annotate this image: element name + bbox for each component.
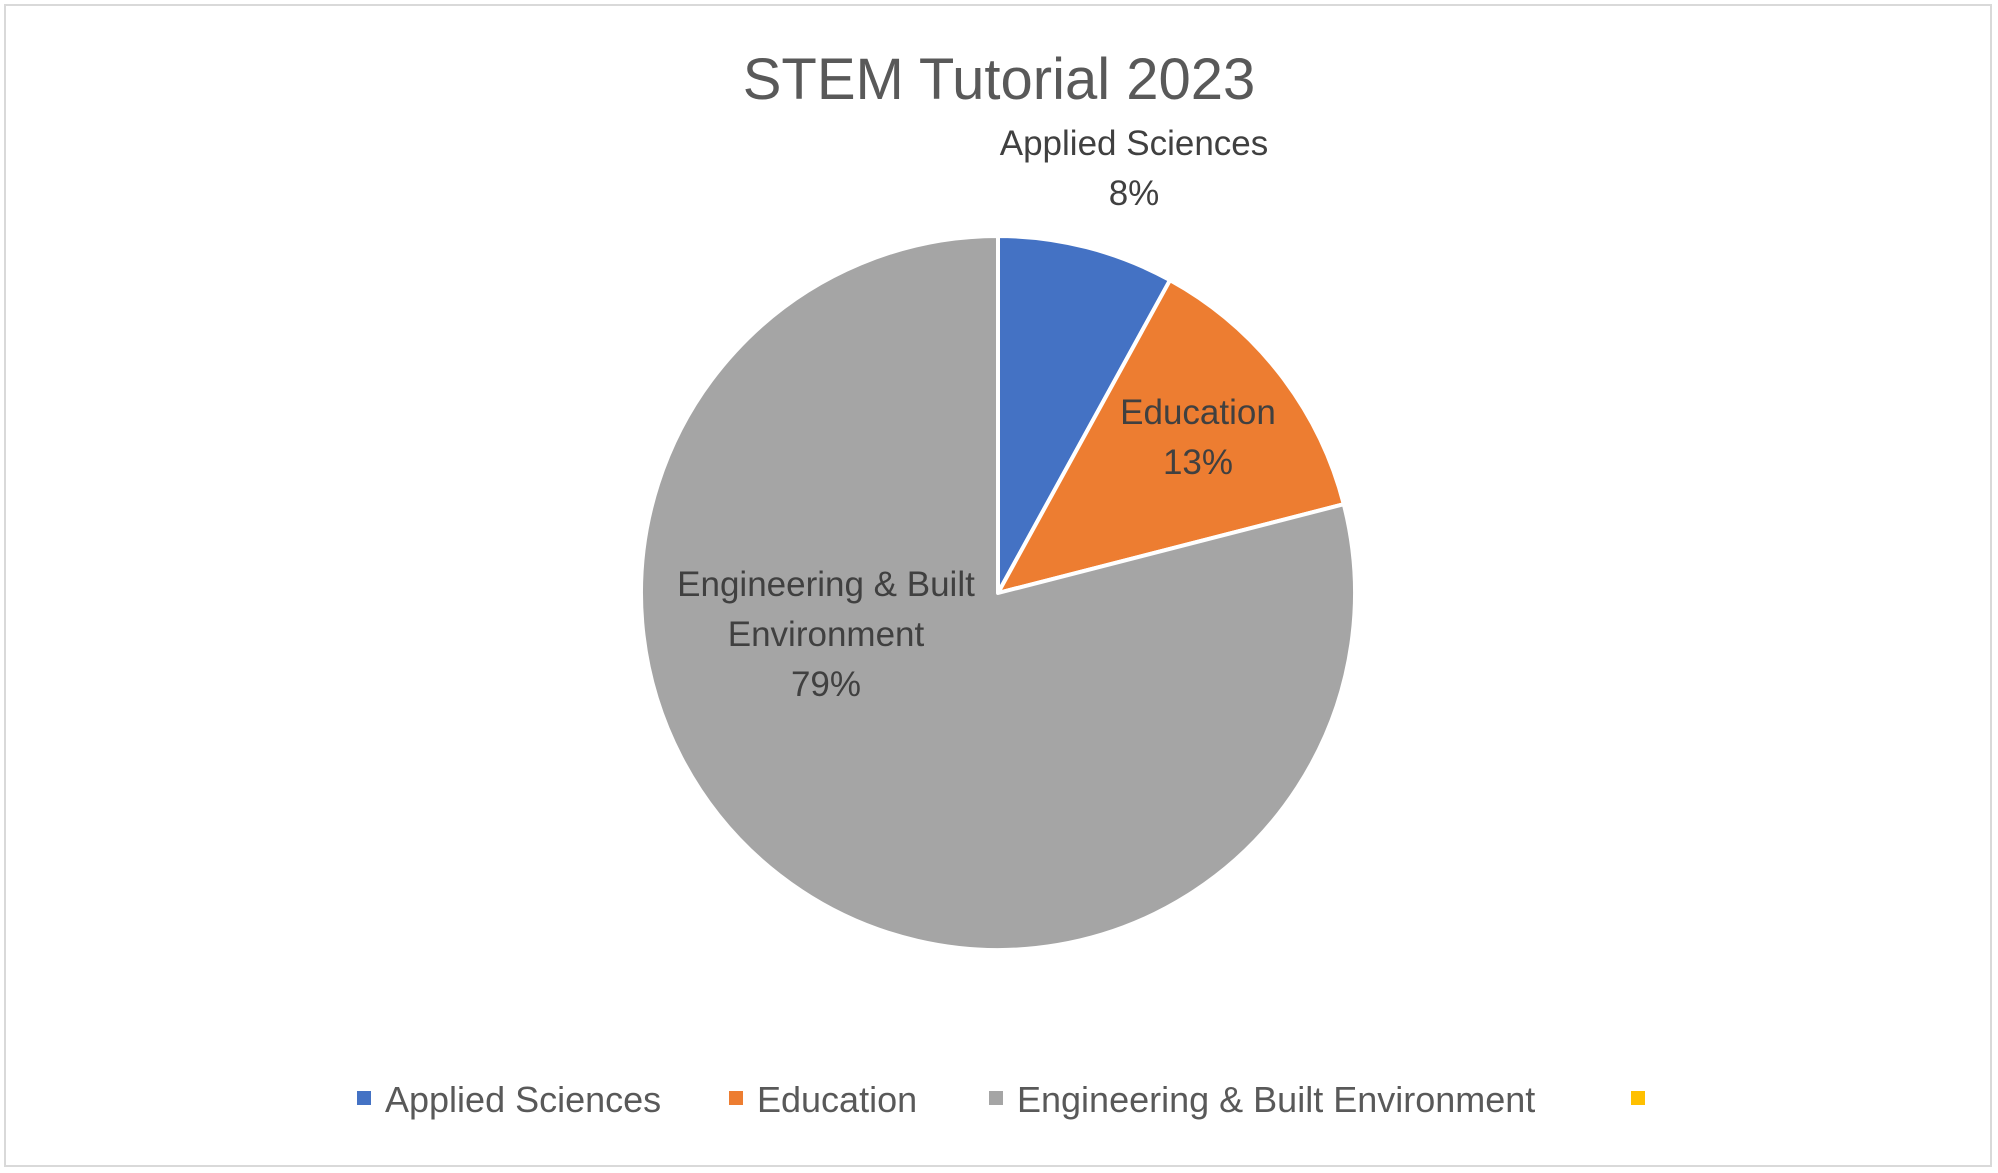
chart-title: STEM Tutorial 2023 (743, 47, 1256, 112)
legend-swatch-education (729, 1091, 743, 1105)
data-label-applied-sciences: Applied Sciences 8% (1000, 124, 1269, 213)
legend-item-empty (1631, 1091, 1645, 1105)
data-labels: Applied Sciences 8% Education 13% Engineerin… (677, 124, 1276, 704)
data-label-education: Education 13% (1120, 393, 1276, 482)
pie-slices (639, 234, 1357, 952)
data-label-engineering-and-built-environment: Engineering & Built Environment 79% (677, 565, 975, 704)
legend-item-applied-sciences: Applied Sciences (357, 1079, 661, 1120)
pie-slice-applied-sciences (996, 234, 1172, 595)
legend-label-engineering-and-built-environment: Engineering & Built Environment (1017, 1079, 1535, 1120)
legend-item-education: Education (729, 1079, 917, 1120)
legend-swatch-empty (1631, 1091, 1645, 1105)
pie-slice-education (996, 278, 1346, 595)
legend-label-applied-sciences: Applied Sciences (385, 1079, 661, 1120)
pie-slice-engineering-and-built-environment (639, 234, 1357, 952)
legend-item-engineering-and-built-environment: Engineering & Built Environment (989, 1079, 1535, 1120)
legend-label-education: Education (757, 1079, 917, 1120)
legend-swatch-engineering-and-built-environment (989, 1091, 1003, 1105)
chart-legend: Applied Sciences Education Engineering & B… (357, 1079, 1645, 1120)
legend-swatch-applied-sciences (357, 1091, 371, 1105)
